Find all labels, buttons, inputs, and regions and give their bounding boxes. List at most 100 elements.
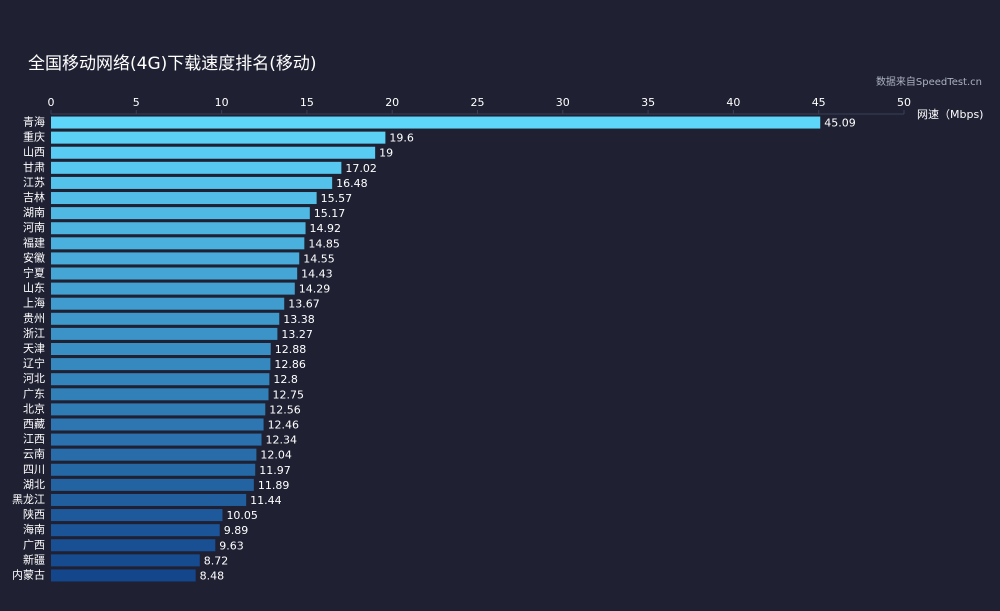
y-tick-label: 贵州 bbox=[23, 312, 45, 325]
x-tick-label: 50 bbox=[897, 96, 911, 109]
value-label: 12.86 bbox=[274, 358, 306, 371]
y-tick-label: 重庆 bbox=[23, 130, 45, 144]
value-label: 12.88 bbox=[275, 343, 307, 356]
value-label: 14.85 bbox=[308, 237, 340, 250]
bar bbox=[51, 524, 220, 537]
bar bbox=[51, 509, 223, 522]
y-tick-label: 湖南 bbox=[23, 206, 45, 219]
value-label: 12.56 bbox=[269, 403, 301, 416]
value-label: 12.46 bbox=[268, 418, 300, 431]
value-label: 15.57 bbox=[321, 192, 353, 205]
y-tick-label: 山西 bbox=[23, 146, 45, 159]
bar bbox=[51, 312, 280, 325]
y-tick-label: 西藏 bbox=[23, 417, 45, 430]
value-label: 15.17 bbox=[314, 207, 346, 220]
y-tick-label: 广西 bbox=[23, 538, 45, 551]
value-label: 13.27 bbox=[281, 328, 313, 341]
y-tick-label: 甘肃 bbox=[23, 161, 45, 174]
value-label: 19 bbox=[379, 147, 393, 160]
y-tick-label: 安徽 bbox=[23, 250, 45, 264]
x-tick-label: 20 bbox=[385, 96, 399, 109]
axis-label: 网速（Mbps) bbox=[917, 108, 983, 121]
value-label: 11.97 bbox=[259, 464, 291, 477]
y-tick-label: 广东 bbox=[23, 387, 45, 400]
y-tick-label: 山东 bbox=[23, 282, 45, 295]
value-label: 9.63 bbox=[219, 539, 244, 552]
bar bbox=[51, 192, 317, 205]
value-label: 12.34 bbox=[266, 434, 298, 447]
bar bbox=[51, 358, 271, 371]
y-tick-label: 宁夏 bbox=[23, 266, 45, 280]
y-tick-label: 河南 bbox=[23, 221, 45, 234]
chart-subtitle: 数据来自SpeedTest.cn bbox=[876, 75, 982, 88]
value-label: 10.05 bbox=[226, 509, 258, 522]
y-tick-label: 福建 bbox=[23, 235, 45, 249]
y-tick-label: 陕西 bbox=[23, 507, 45, 521]
y-tick-label: 浙江 bbox=[23, 327, 45, 340]
bar bbox=[51, 433, 262, 446]
value-label: 19.6 bbox=[389, 132, 414, 145]
bar bbox=[51, 237, 305, 250]
y-tick-label: 天津 bbox=[23, 342, 45, 355]
x-tick-label: 25 bbox=[471, 96, 485, 109]
value-label: 13.67 bbox=[288, 298, 320, 311]
x-tick-label: 30 bbox=[556, 96, 570, 109]
x-tick-label: 45 bbox=[812, 96, 826, 109]
value-label: 13.38 bbox=[283, 313, 315, 326]
bar bbox=[51, 116, 821, 129]
bar bbox=[51, 267, 298, 280]
value-label: 11.44 bbox=[250, 494, 281, 507]
bar bbox=[51, 131, 386, 144]
bar bbox=[51, 448, 257, 461]
bar bbox=[51, 207, 310, 220]
value-label: 45.09 bbox=[824, 117, 856, 130]
y-tick-label: 内蒙古 bbox=[12, 567, 45, 581]
bar bbox=[51, 403, 266, 416]
bar bbox=[51, 539, 216, 552]
x-tick-label: 35 bbox=[641, 96, 655, 109]
x-tick-label: 15 bbox=[300, 96, 314, 109]
value-label: 11.89 bbox=[258, 479, 290, 492]
value-label: 17.02 bbox=[345, 162, 377, 175]
bar bbox=[51, 463, 256, 476]
value-label: 12.75 bbox=[273, 388, 305, 401]
bar bbox=[51, 388, 269, 401]
value-label: 8.72 bbox=[204, 554, 229, 567]
y-tick-label: 江西 bbox=[23, 433, 45, 446]
bar bbox=[51, 418, 264, 431]
x-tick-label: 5 bbox=[133, 96, 140, 109]
value-label: 9.89 bbox=[224, 524, 249, 537]
x-tick-label: 0 bbox=[48, 96, 55, 109]
y-tick-label: 北京 bbox=[23, 401, 45, 415]
value-label: 16.48 bbox=[336, 177, 368, 190]
y-tick-label: 新疆 bbox=[23, 552, 45, 566]
bar bbox=[51, 176, 333, 189]
y-tick-label: 江苏 bbox=[23, 176, 45, 189]
bar bbox=[51, 569, 196, 582]
bar bbox=[51, 554, 200, 567]
y-tick-label: 青海 bbox=[23, 115, 45, 129]
y-tick-label: 吉林 bbox=[23, 190, 45, 204]
y-tick-label: 黑龙江 bbox=[12, 493, 45, 506]
value-label: 8.48 bbox=[200, 569, 225, 582]
y-tick-label: 海南 bbox=[23, 522, 45, 536]
value-label: 14.92 bbox=[310, 222, 342, 235]
y-tick-label: 辽宁 bbox=[23, 356, 45, 370]
value-label: 12.8 bbox=[273, 373, 298, 386]
y-tick-label: 云南 bbox=[23, 448, 45, 461]
x-tick-label: 40 bbox=[726, 96, 740, 109]
bar bbox=[51, 146, 376, 159]
bar bbox=[51, 373, 270, 386]
y-tick-label: 湖北 bbox=[23, 478, 45, 491]
bar bbox=[51, 493, 247, 506]
bar bbox=[51, 161, 342, 174]
bar bbox=[51, 222, 306, 235]
y-tick-label: 河北 bbox=[23, 372, 45, 385]
value-label: 12.04 bbox=[260, 449, 292, 462]
bar bbox=[51, 297, 285, 310]
value-label: 14.43 bbox=[301, 268, 333, 281]
value-label: 14.29 bbox=[299, 283, 331, 296]
y-tick-label: 上海 bbox=[23, 296, 45, 310]
bar bbox=[51, 343, 271, 355]
